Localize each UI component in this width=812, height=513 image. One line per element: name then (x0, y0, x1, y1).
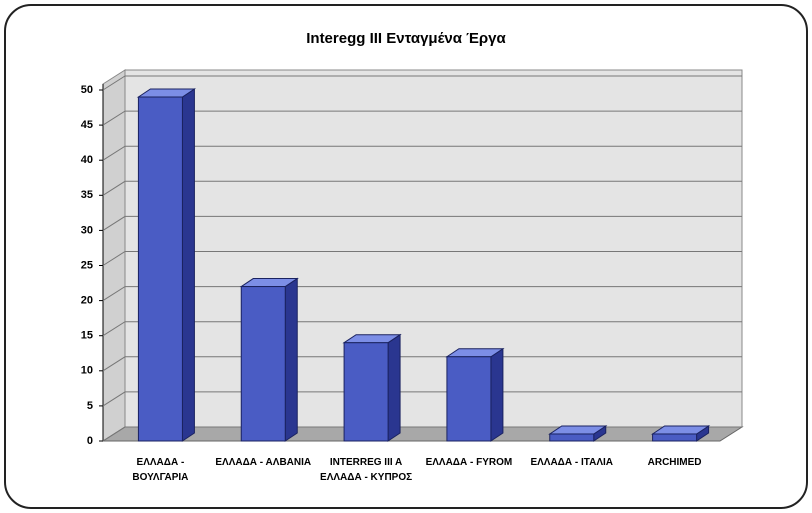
grid-line (102, 180, 742, 196)
bar (239, 277, 299, 442)
bar (650, 425, 711, 442)
bar-side (181, 88, 195, 442)
grid-line (102, 215, 742, 231)
y-tick-label: 45 (81, 119, 93, 131)
back-wall (124, 69, 743, 428)
y-tick-label: 0 (87, 435, 93, 447)
floor (101, 426, 744, 442)
grid-line (102, 251, 742, 266)
y-tick-label: 30 (81, 224, 93, 236)
bar (342, 333, 402, 442)
x-tick-label: INTERREG III A ΕΛΛΑΔΑ - ΚΥΠΡΟΣ (320, 457, 413, 483)
grid-line (102, 145, 742, 161)
y-tick-label: 10 (81, 365, 93, 377)
y-tick-label: 25 (81, 259, 93, 271)
y-tick-label: 40 (81, 154, 93, 166)
bar (548, 425, 608, 442)
bar (445, 347, 505, 442)
grid-line (102, 286, 742, 302)
grid-line (102, 75, 742, 91)
bar-side (387, 333, 401, 442)
side-wall (102, 69, 126, 442)
bar-front (446, 356, 492, 442)
grid-line (102, 426, 742, 442)
x-tick-label: ΕΛΛΑΔΑ - ΑΛΒΑΝΙΑ (215, 457, 312, 468)
y-tick-label: 35 (81, 189, 93, 201)
y-tick-label: 50 (81, 84, 93, 96)
chart-title: Interegg III Ενταγμένα Έργα (306, 30, 506, 47)
y-tick-label: 20 (81, 295, 93, 307)
x-tick-label: ARCHIMED (647, 457, 702, 468)
y-tick-label: 5 (87, 400, 93, 412)
x-tick-label: ΕΛΛΑΔΑ - ΒΟΥΛΓΑΡΙΑ (132, 457, 189, 483)
bar-front (240, 286, 286, 442)
grid-line (102, 356, 742, 372)
bar-side (284, 277, 298, 442)
bar-front (137, 96, 183, 442)
bar-side (490, 347, 504, 442)
bar-front (652, 433, 698, 442)
grid-line (102, 110, 742, 126)
bar-front (343, 342, 389, 442)
grid-line (102, 321, 742, 337)
x-tick-label: ΕΛΛΑΔΑ - ΙΤΑΛΙΑ (530, 457, 614, 468)
bar-front (549, 433, 595, 442)
x-tick-label: ΕΛΛΑΔΑ - FYROM (425, 457, 513, 468)
y-tick-label: 15 (81, 330, 93, 342)
bar (136, 88, 197, 442)
grid-line (102, 391, 742, 407)
